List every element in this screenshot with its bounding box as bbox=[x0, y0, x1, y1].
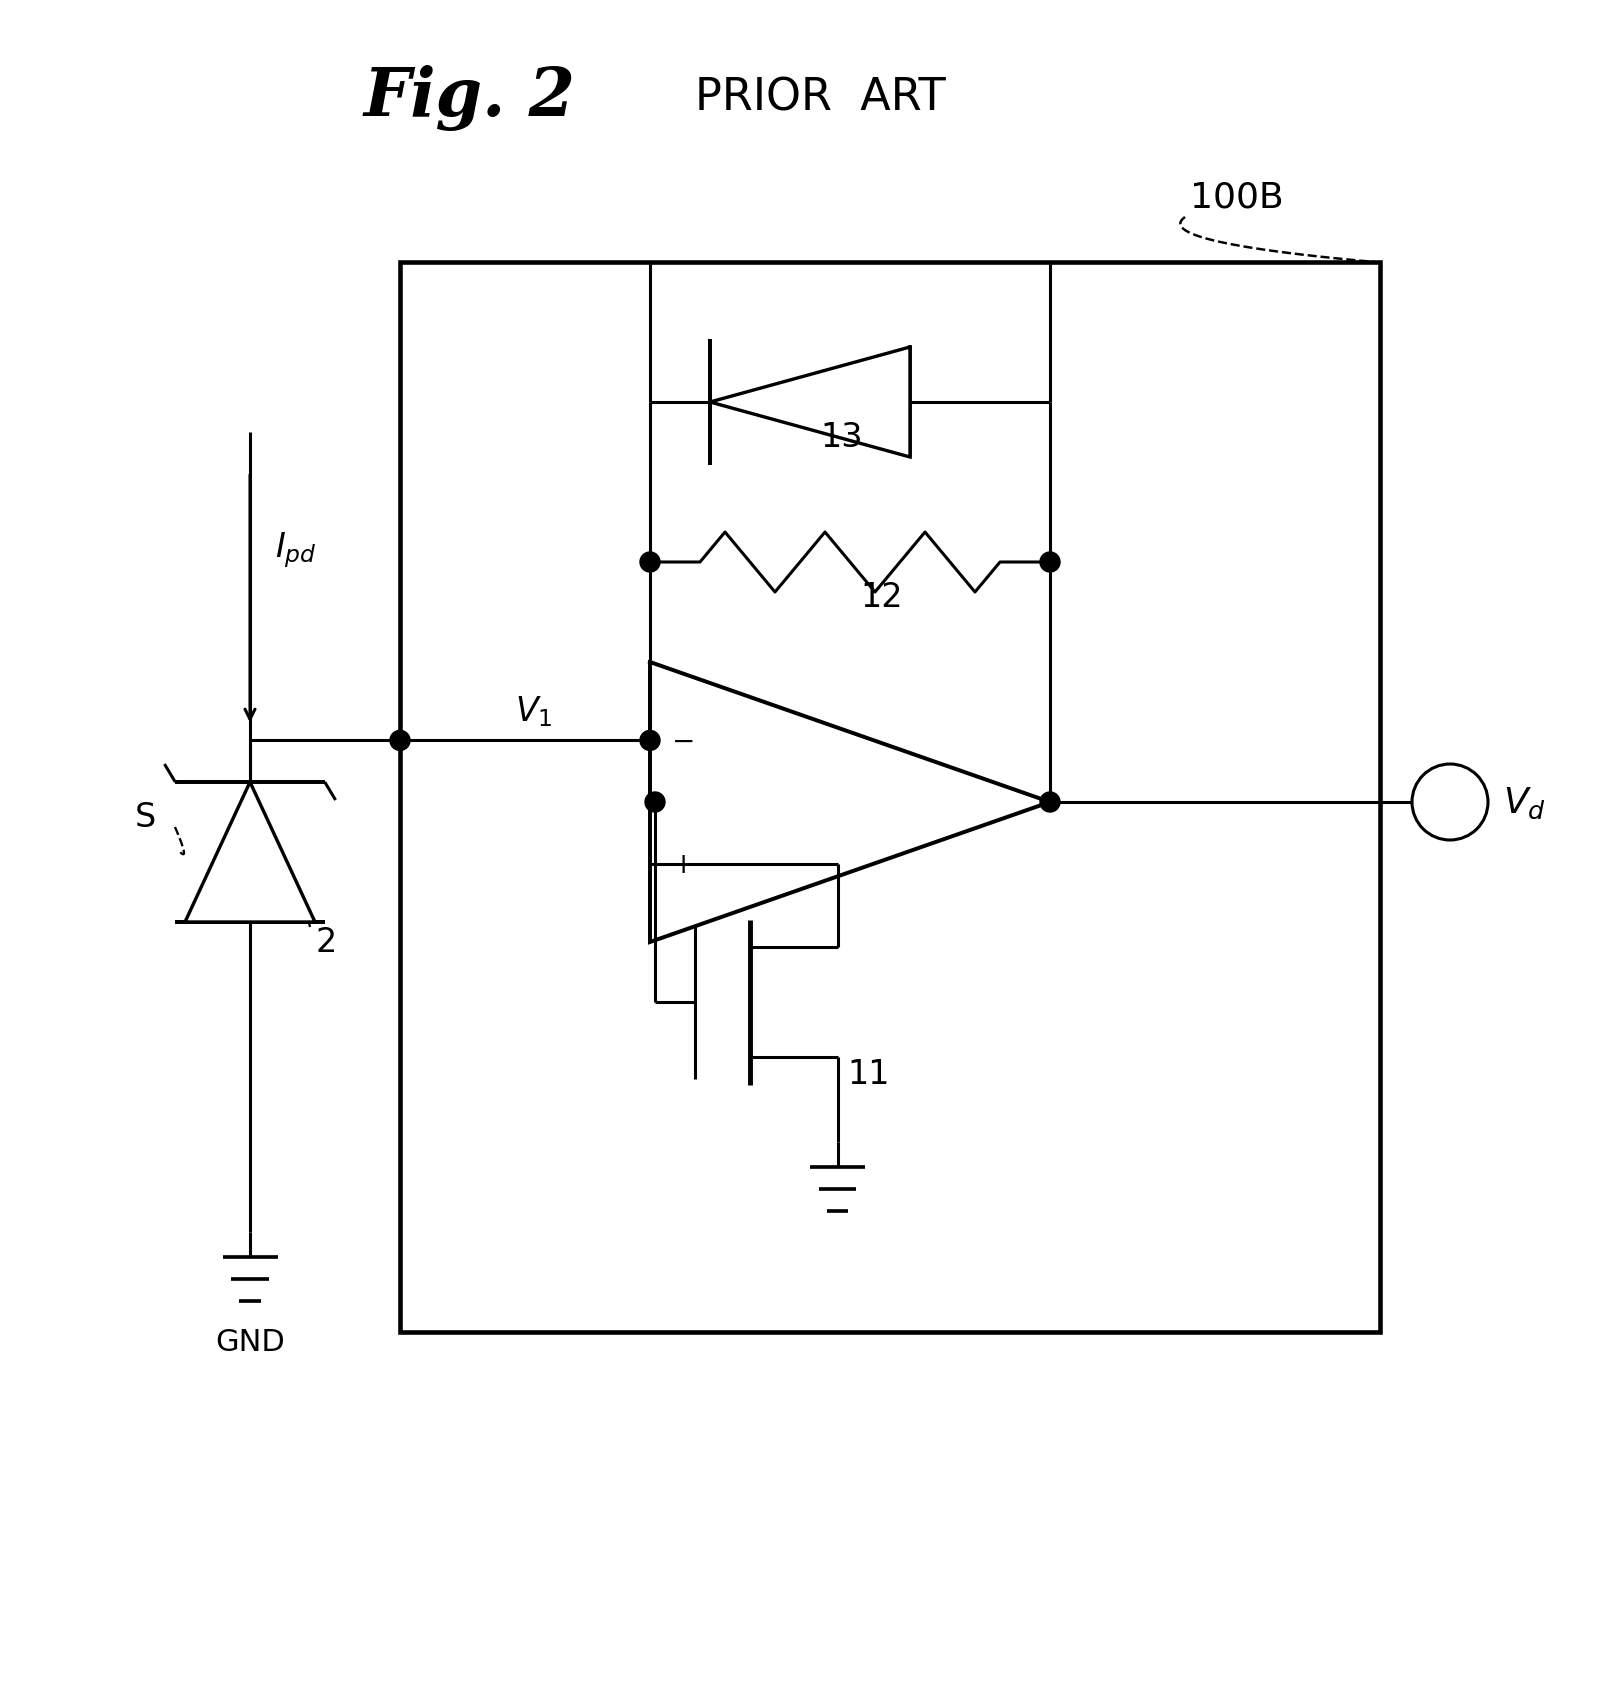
Text: 11: 11 bbox=[847, 1058, 890, 1090]
Text: GND: GND bbox=[215, 1327, 286, 1356]
Text: 13: 13 bbox=[820, 420, 863, 454]
Circle shape bbox=[1039, 553, 1060, 572]
Text: $I_{pd}$: $I_{pd}$ bbox=[274, 530, 316, 569]
Circle shape bbox=[1039, 792, 1060, 812]
Circle shape bbox=[390, 732, 411, 750]
Text: −: − bbox=[672, 727, 695, 755]
Text: 2: 2 bbox=[314, 927, 337, 959]
Text: +: + bbox=[672, 849, 696, 878]
Text: 100B: 100B bbox=[1190, 182, 1283, 215]
Text: PRIOR  ART: PRIOR ART bbox=[695, 76, 945, 119]
Circle shape bbox=[640, 553, 659, 572]
Text: 12: 12 bbox=[860, 580, 903, 614]
Text: $V_d$: $V_d$ bbox=[1503, 785, 1546, 821]
Polygon shape bbox=[711, 348, 909, 458]
Circle shape bbox=[645, 792, 666, 812]
Text: S: S bbox=[135, 801, 156, 834]
Polygon shape bbox=[184, 782, 314, 922]
Text: Fig. 2: Fig. 2 bbox=[364, 66, 576, 131]
Bar bbox=[399, 262, 1379, 1332]
Circle shape bbox=[640, 732, 659, 750]
Text: $V_1$: $V_1$ bbox=[515, 695, 553, 728]
